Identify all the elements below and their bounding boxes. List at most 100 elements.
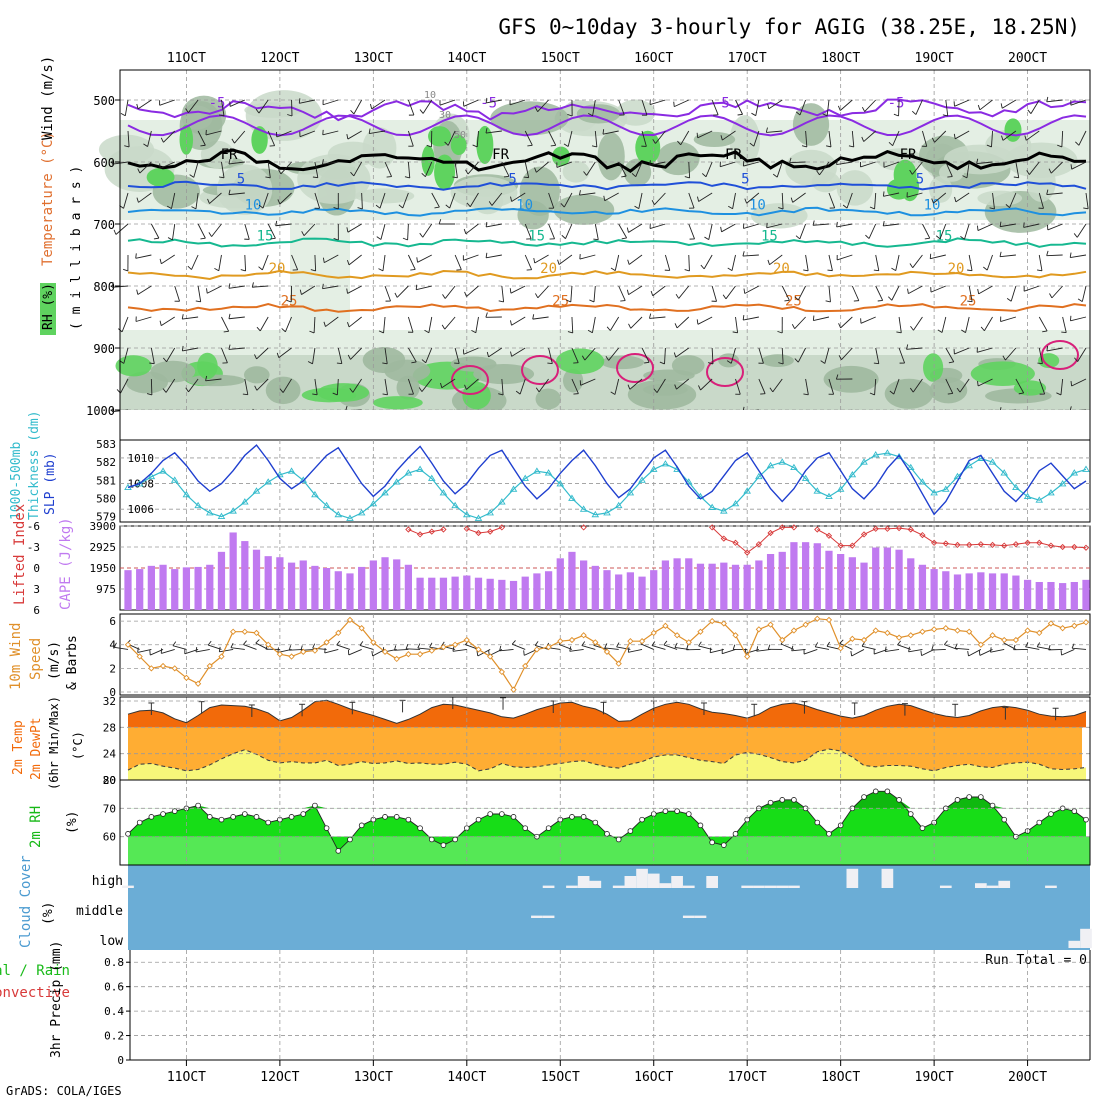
- wind-barb-flag: [962, 175, 968, 179]
- wind-barb: [1000, 223, 1016, 228]
- wind-barb: [688, 192, 695, 209]
- rh-blob: [693, 131, 736, 148]
- wind-barb: [1076, 223, 1087, 238]
- thickness-point: [451, 501, 459, 509]
- wind-barb-flag: [743, 288, 746, 294]
- wind-barb-flag: [309, 330, 315, 334]
- surface-wind-barb-flag: [300, 645, 303, 651]
- thickness-point: [287, 467, 296, 474]
- wind-barb-flag: [137, 168, 141, 174]
- rh2m-panel: 60 70 80: [103, 774, 1091, 866]
- wind-barb-flag: [402, 237, 408, 241]
- wind-barb-flag: [791, 324, 796, 329]
- wind-barb: [1023, 285, 1040, 292]
- wind-barb: [891, 285, 900, 301]
- wind-barb: [407, 378, 414, 395]
- wind10m-point: [136, 653, 143, 660]
- rh-blob-low: [265, 376, 301, 405]
- wind10m-point: [767, 621, 774, 628]
- wind-barb: [1038, 316, 1048, 332]
- rh-blob-low: [372, 396, 423, 410]
- wind-barb: [431, 192, 440, 208]
- wind-barb-flag: [465, 169, 469, 175]
- cloud-cell: [986, 885, 999, 888]
- wind-barb-flag: [464, 384, 467, 390]
- thickness-tick-label: 583: [96, 438, 116, 451]
- thickness-point: [930, 489, 938, 496]
- surface-wind-barb: [359, 644, 374, 650]
- cape-bar: [895, 549, 903, 610]
- thickness-tick-label: 582: [96, 456, 116, 469]
- surface-wind-barb-flag: [1013, 644, 1016, 650]
- wind-barb-flag: [346, 288, 348, 294]
- dewpoint-line: [127, 748, 1087, 772]
- wind-barb: [463, 254, 479, 261]
- surface-wind-barb-flag: [978, 650, 981, 656]
- thickness-point: [965, 461, 973, 469]
- wind-barb-flag: [333, 206, 339, 210]
- wind-barb: [486, 254, 502, 259]
- wind-barb-flag: [649, 313, 652, 319]
- surface-wind-barb-flag: [312, 643, 316, 649]
- wind-barb: [922, 223, 931, 239]
- wind-barb-flag: [704, 236, 709, 241]
- surface-wind-barb-flag: [336, 640, 341, 646]
- wind10m-point: [685, 639, 692, 646]
- wind-barb: [720, 161, 736, 168]
- wind-barb-flag: [1069, 252, 1072, 258]
- cape-bar: [556, 558, 564, 610]
- wind-barb-flag: [911, 110, 917, 115]
- wind10m-point: [498, 668, 505, 676]
- wind-barb: [766, 130, 783, 133]
- wind-barb-flag: [873, 362, 879, 365]
- wind-barb: [874, 192, 877, 209]
- wind-barb-flag: [790, 197, 794, 203]
- wind-barb-flag: [909, 263, 914, 268]
- wind-barb: [384, 347, 388, 364]
- thickness-point: [1070, 469, 1079, 476]
- wind10m-point: [416, 651, 424, 658]
- wind-barb: [182, 347, 199, 352]
- wind10m-point: [463, 636, 470, 644]
- wind-barb-flag: [1046, 96, 1049, 102]
- wind-barb: [150, 378, 153, 396]
- wind-barb-flag: [627, 384, 631, 390]
- cape-bar: [731, 564, 740, 610]
- wind-barb-flag: [825, 300, 831, 303]
- cloud-cell: [682, 915, 695, 918]
- wind-barb: [441, 378, 456, 389]
- wind-barb-flag: [189, 174, 195, 178]
- precip-tick-label: 0: [117, 1054, 124, 1067]
- wind-barb: [475, 316, 479, 333]
- wind-barb-flag: [149, 362, 155, 365]
- wind-barb-flag: [587, 112, 593, 117]
- wind-barb-flag: [882, 191, 885, 197]
- wind10m-point: [744, 653, 751, 660]
- isotherm-label: FR: [221, 147, 238, 163]
- wind-barb: [1046, 192, 1063, 195]
- cape-bar: [509, 580, 518, 610]
- li-point: [825, 532, 833, 539]
- wind-barb: [593, 285, 596, 302]
- wind-barb: [221, 99, 225, 116]
- rh2m-point: [732, 831, 739, 837]
- thickness-point: [311, 490, 319, 498]
- wind-barb-flag: [228, 344, 231, 350]
- thickness-tick-label: 580: [96, 492, 116, 505]
- wind-barb-flag: [700, 264, 705, 270]
- surface-wind-barb-flag: [908, 646, 910, 652]
- wind10m-point: [522, 662, 529, 670]
- surface-wind-barb-flag: [581, 641, 586, 646]
- surface-wind-barb-flag: [1071, 643, 1075, 649]
- wind-barb-flag: [419, 109, 424, 114]
- bottom-tick-label: 11OCT: [167, 1070, 206, 1085]
- li-point: [814, 526, 821, 533]
- wind10m-point: [1012, 636, 1020, 644]
- wind-barb-flag: [278, 169, 282, 175]
- wind-barb-flag: [279, 388, 284, 393]
- cape-bar: [778, 551, 786, 610]
- thickness-point: [708, 503, 716, 510]
- wind-barb: [711, 99, 719, 116]
- isotherm-loop: [451, 365, 489, 395]
- rh2m-point: [791, 797, 797, 803]
